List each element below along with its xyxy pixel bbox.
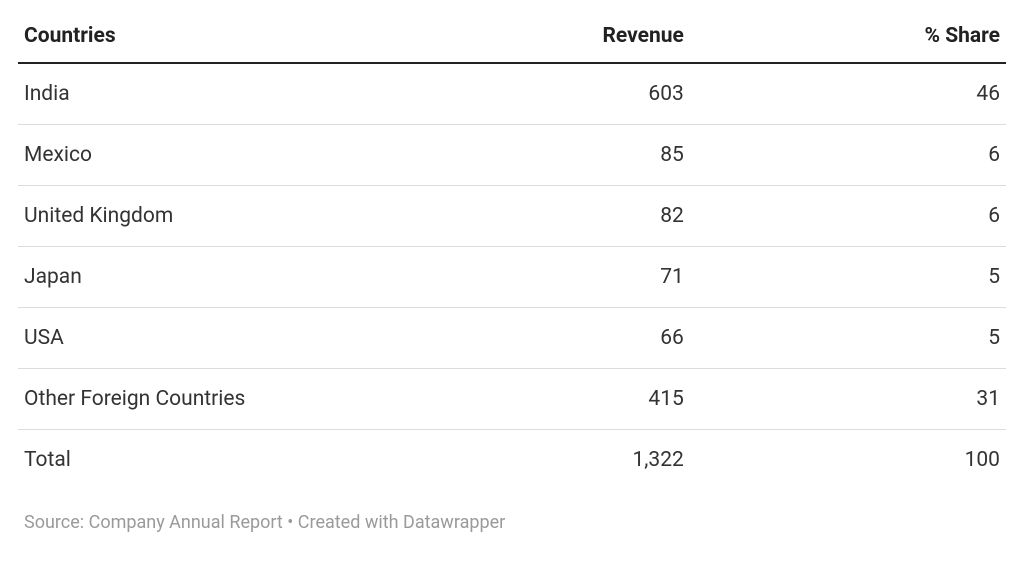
table-row: Japan 71 5 (18, 247, 1006, 308)
cell-country: Other Foreign Countries (18, 369, 492, 430)
source-attribution: Source: Company Annual Report • Created … (18, 512, 1006, 533)
col-header-share: % Share (690, 10, 1006, 63)
col-header-revenue: Revenue (492, 10, 690, 63)
cell-share: 6 (690, 125, 1006, 186)
table-row: United Kingdom 82 6 (18, 186, 1006, 247)
table-row: USA 66 5 (18, 308, 1006, 369)
cell-revenue: 85 (492, 125, 690, 186)
cell-revenue: 603 (492, 63, 690, 125)
cell-country: USA (18, 308, 492, 369)
cell-share: 5 (690, 247, 1006, 308)
revenue-by-country-table: Countries Revenue % Share India 603 46 M… (18, 10, 1006, 490)
cell-share: 46 (690, 63, 1006, 125)
table-row: Mexico 85 6 (18, 125, 1006, 186)
cell-revenue: 66 (492, 308, 690, 369)
cell-share: 6 (690, 186, 1006, 247)
cell-share: 5 (690, 308, 1006, 369)
col-header-countries: Countries (18, 10, 492, 63)
cell-share: 100 (690, 430, 1006, 491)
table-row: India 603 46 (18, 63, 1006, 125)
cell-revenue: 82 (492, 186, 690, 247)
cell-country: United Kingdom (18, 186, 492, 247)
table-header-row: Countries Revenue % Share (18, 10, 1006, 63)
cell-revenue: 415 (492, 369, 690, 430)
table-row-total: Total 1,322 100 (18, 430, 1006, 491)
cell-country: Mexico (18, 125, 492, 186)
cell-revenue: 1,322 (492, 430, 690, 491)
cell-share: 31 (690, 369, 1006, 430)
table-row: Other Foreign Countries 415 31 (18, 369, 1006, 430)
cell-revenue: 71 (492, 247, 690, 308)
cell-country: Japan (18, 247, 492, 308)
cell-country: Total (18, 430, 492, 491)
cell-country: India (18, 63, 492, 125)
